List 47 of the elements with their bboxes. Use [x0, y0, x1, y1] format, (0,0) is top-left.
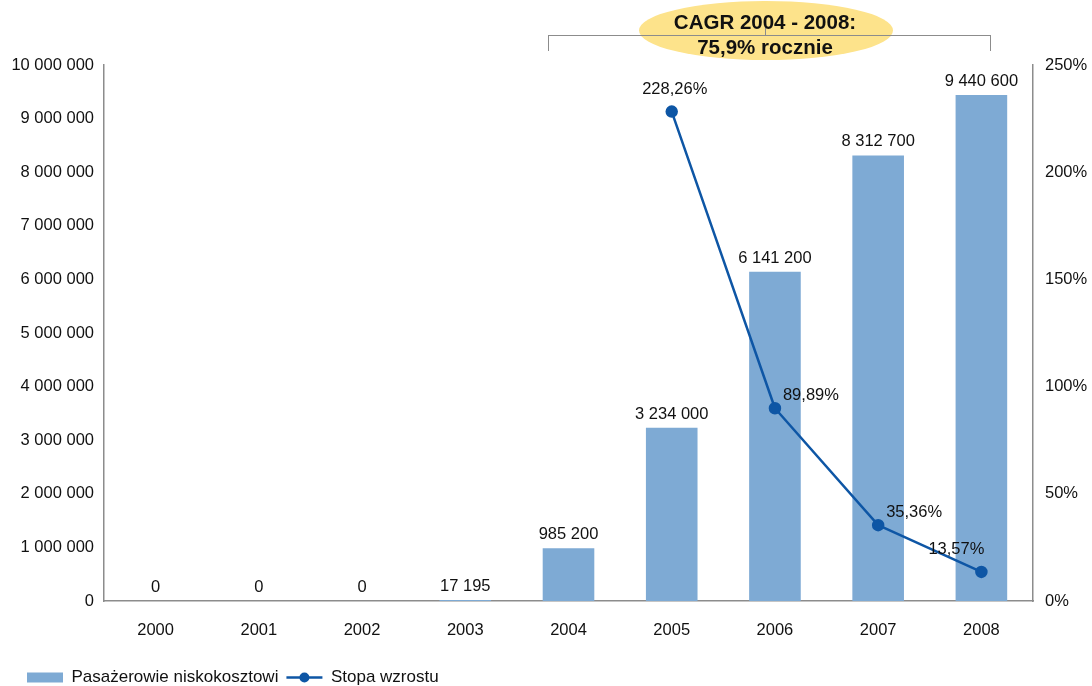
x-tick-label: 2008: [963, 620, 1000, 639]
y2-tick-label: 200%: [1045, 161, 1088, 180]
x-tick-label: 2004: [550, 620, 587, 639]
x-tick-label: 2007: [859, 620, 897, 639]
y-tick-label: 6 000 000: [20, 268, 94, 287]
y-tick-label: 3 000 000: [20, 429, 94, 448]
y-tick-label: 4 000 000: [20, 376, 94, 395]
y-tick-label: 7 000 000: [20, 215, 94, 234]
bar: [645, 427, 698, 601]
data-label: 3 234 000: [635, 403, 709, 422]
data-label: 35,36%: [886, 502, 943, 521]
y2-tick-label: 250%: [1045, 54, 1088, 73]
data-label: 8 312 700: [841, 131, 915, 150]
data-label: 9 440 600: [944, 70, 1019, 89]
point: [768, 402, 782, 415]
y2-tick-label: 0%: [1045, 590, 1070, 609]
point: [975, 565, 988, 579]
point: [665, 105, 678, 118]
legend-label: Stopa wzrostu: [330, 667, 439, 686]
y-tick-label: 8 000 000: [20, 161, 94, 180]
data-label: 0: [151, 577, 161, 595]
data-label: 228,26%: [642, 78, 708, 97]
x-tick-label: 2003: [446, 620, 484, 639]
x-tick-label: 2000: [137, 620, 174, 639]
y-tick-label: 9 000 000: [20, 108, 94, 127]
legend-label: Pasażerowie niskokosztowi: [71, 667, 279, 686]
y-tick-label: 5 000 000: [20, 322, 94, 341]
x-tick-label: 2001: [240, 620, 278, 639]
bar: [542, 548, 595, 601]
data-label: 0: [357, 577, 367, 595]
y-tick-label: 10 000 000: [11, 54, 94, 73]
data-label: 17 195: [440, 576, 491, 595]
x-tick-label: 2005: [653, 620, 691, 639]
point: [871, 518, 885, 532]
y-tick-label: 0: [84, 590, 94, 609]
y2-tick-label: 100%: [1045, 376, 1088, 395]
x-tick-label: 2006: [756, 620, 794, 639]
y-tick-label: 1 000 000: [20, 536, 94, 555]
data-label: 0: [254, 577, 264, 595]
data-label: 6 141 200: [738, 247, 812, 266]
x-tick-label: 2002: [343, 620, 381, 639]
data-label: 89,89%: [782, 385, 840, 404]
text: CAGR 2004 - 2008: 75,9% rocznie: [672, 9, 858, 59]
y-tick-label: 2 000 000: [20, 483, 94, 502]
y2-tick-label: 50%: [1045, 483, 1079, 502]
data-label: 985 200: [538, 524, 599, 543]
y2-tick-label: 150%: [1045, 268, 1088, 287]
